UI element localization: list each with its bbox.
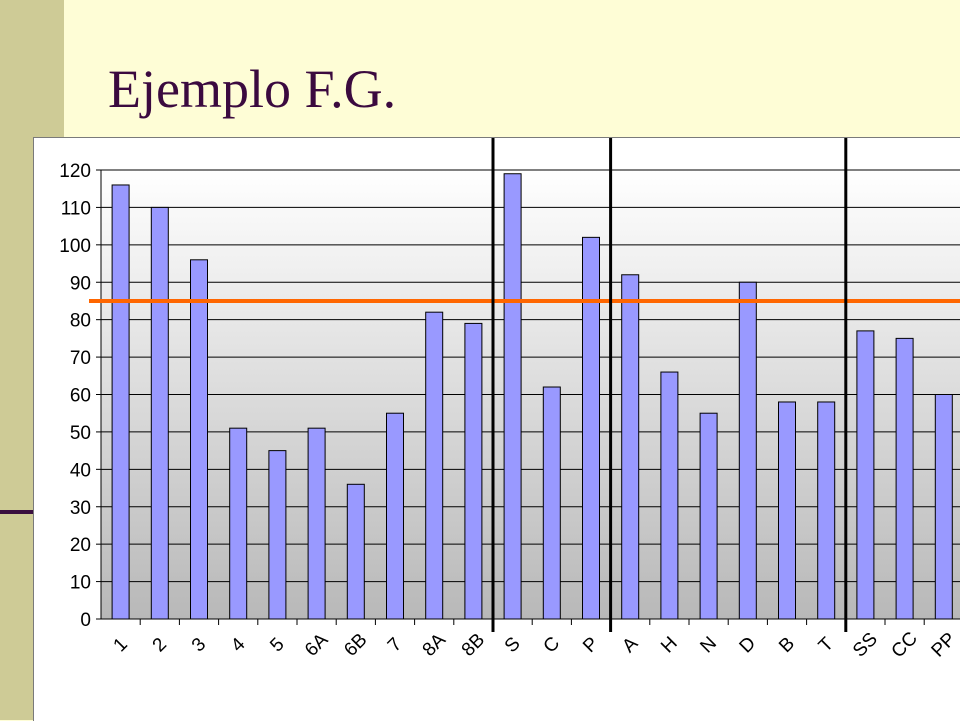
x-tick-label: 6A — [301, 629, 333, 661]
bar-PP — [934, 394, 953, 620]
x-tick-label: A — [618, 633, 642, 657]
x-tick-label: P — [579, 633, 603, 657]
x-tick-label: CC — [888, 628, 922, 662]
bar-A — [621, 274, 640, 620]
bar-8A — [425, 311, 444, 620]
chart-area: 0 10 20 30 40 50 60 70 80 90 100 110 120 1 2 3 4 5 6A 6B 7 8… — [33, 137, 960, 721]
bar-CC — [895, 337, 914, 620]
x-tick-label: SS — [849, 629, 882, 662]
y-tick-label: 120 — [59, 161, 91, 182]
y-tick-label: 110 — [61, 198, 91, 219]
x-tick-label: H — [657, 633, 682, 658]
bar-5 — [268, 450, 287, 620]
bar-SS — [856, 330, 875, 620]
y-tick-label: 30 — [70, 498, 91, 519]
x-tick-label: 3 — [188, 634, 210, 656]
x-tick-label: D — [736, 633, 761, 658]
y-tick-label: 20 — [70, 535, 91, 556]
bar-3 — [190, 259, 208, 620]
x-tick-label: 7 — [384, 634, 406, 656]
x-tick-label: 6B — [340, 629, 371, 660]
y-tick-label: 100 — [59, 236, 91, 257]
y-tick-label: 50 — [70, 423, 91, 444]
bar-N — [699, 412, 718, 620]
y-tick-label: 70 — [70, 348, 91, 369]
x-tick-label: S — [501, 633, 525, 657]
bar-6A — [307, 427, 326, 620]
x-tick-label: 1 — [110, 634, 132, 656]
bar-8B — [464, 322, 483, 620]
bar-H — [660, 371, 679, 620]
bar-2 — [150, 206, 169, 620]
x-tick-label: 4 — [227, 634, 250, 657]
x-tick-label: 8B — [458, 629, 489, 660]
y-tick-label: 0 — [80, 610, 91, 631]
accent-line — [0, 510, 34, 514]
x-tick-label: PP — [928, 629, 960, 662]
x-tick-label: T — [815, 633, 838, 656]
bar-B — [778, 401, 796, 620]
y-tick-label: 40 — [70, 460, 91, 481]
x-tick-label: N — [696, 633, 721, 658]
y-tick-label: 60 — [70, 386, 91, 407]
bar-6B — [346, 483, 365, 620]
bar-C — [542, 386, 561, 620]
y-tick-label: 80 — [70, 311, 91, 332]
bar-T — [817, 401, 836, 620]
x-tick-label: 5 — [266, 634, 288, 656]
y-tick-label: 90 — [70, 273, 91, 294]
y-tick-label: 10 — [70, 573, 91, 594]
bar-D — [738, 281, 757, 620]
bar-4 — [229, 427, 248, 620]
bar-7 — [386, 412, 404, 620]
x-tick-label: C — [540, 633, 565, 658]
x-tick-label: 2 — [149, 634, 171, 656]
slide-title: Ejemplo F.G. — [108, 59, 397, 119]
x-tick-label: 8A — [419, 629, 451, 661]
x-tick-label: B — [775, 633, 799, 657]
bar-S — [503, 173, 522, 620]
bar-P — [582, 236, 600, 620]
bar-1 — [111, 184, 130, 620]
